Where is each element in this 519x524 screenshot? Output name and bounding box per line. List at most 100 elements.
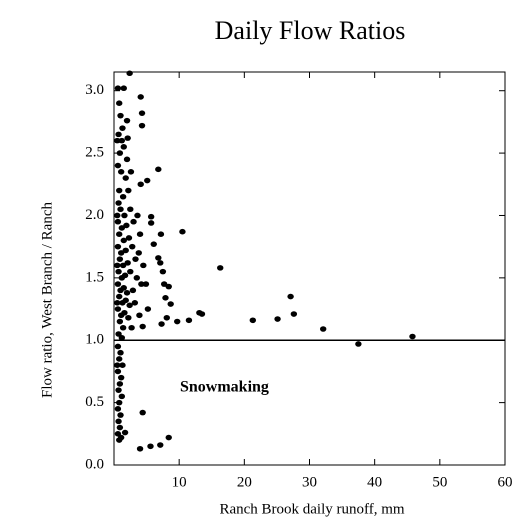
point xyxy=(157,442,164,448)
point xyxy=(116,399,123,406)
point xyxy=(138,122,146,129)
chart-title: Daily Flow Ratios xyxy=(215,16,406,45)
point xyxy=(144,177,151,184)
point xyxy=(147,220,155,226)
x-tick-label: 50 xyxy=(432,474,447,490)
point xyxy=(120,85,127,92)
point xyxy=(136,312,143,319)
point xyxy=(115,268,122,275)
point xyxy=(125,187,132,194)
point xyxy=(119,324,127,331)
point xyxy=(116,187,123,194)
point xyxy=(116,356,123,362)
point xyxy=(150,241,157,247)
point xyxy=(119,362,126,368)
y-tick-label: 2.5 xyxy=(85,145,104,161)
point xyxy=(116,437,123,443)
point xyxy=(116,150,124,156)
point xyxy=(122,297,129,304)
point xyxy=(139,409,146,416)
point xyxy=(144,306,152,312)
point xyxy=(121,272,129,279)
point xyxy=(157,260,164,266)
point xyxy=(118,393,126,400)
point xyxy=(140,262,147,269)
point xyxy=(121,309,128,316)
point xyxy=(122,175,129,181)
point xyxy=(409,333,416,340)
x-tick-label: 30 xyxy=(302,474,317,490)
point xyxy=(117,250,125,256)
point xyxy=(139,323,146,330)
point xyxy=(135,250,142,256)
point xyxy=(142,281,150,287)
point xyxy=(123,117,131,124)
point xyxy=(185,317,193,324)
point xyxy=(120,237,127,244)
point xyxy=(114,368,122,375)
point xyxy=(114,218,122,225)
point xyxy=(117,412,124,418)
point xyxy=(138,110,146,116)
point xyxy=(114,262,121,269)
point xyxy=(114,300,121,306)
point xyxy=(287,293,294,300)
point xyxy=(117,374,125,381)
point xyxy=(162,295,169,301)
point xyxy=(116,256,124,262)
point xyxy=(126,70,133,77)
point xyxy=(121,429,129,436)
plot-frame xyxy=(113,71,506,466)
point xyxy=(115,387,122,393)
point xyxy=(114,162,122,169)
x-tick-label: 20 xyxy=(237,474,252,490)
point xyxy=(160,281,168,287)
point xyxy=(116,318,124,325)
point xyxy=(127,206,134,213)
point xyxy=(115,131,122,138)
point xyxy=(159,268,167,275)
y-tick-label: 1.5 xyxy=(85,269,104,285)
point xyxy=(355,341,362,347)
y-tick-label: 2.0 xyxy=(85,207,104,223)
point xyxy=(129,287,137,294)
point xyxy=(125,314,132,321)
point xyxy=(147,213,155,220)
point xyxy=(117,349,124,356)
point xyxy=(119,125,126,131)
point xyxy=(117,112,124,119)
point xyxy=(114,212,121,219)
point xyxy=(114,362,121,368)
point xyxy=(131,300,139,306)
point xyxy=(165,434,172,441)
y-tick-label: 0.5 xyxy=(85,394,104,410)
point xyxy=(137,181,144,188)
point xyxy=(155,255,162,261)
point xyxy=(119,193,127,200)
point xyxy=(136,445,144,452)
point xyxy=(124,260,131,266)
point xyxy=(115,418,122,425)
point xyxy=(174,318,181,325)
point xyxy=(319,326,327,332)
point xyxy=(119,262,127,269)
point xyxy=(114,343,122,350)
x-tick-label: 60 xyxy=(498,474,513,490)
point xyxy=(165,283,172,290)
point xyxy=(127,268,134,275)
x-tick-label: 40 xyxy=(367,474,382,490)
point xyxy=(114,281,122,287)
point xyxy=(114,306,122,312)
y-tick-label: 3.0 xyxy=(85,82,104,98)
point xyxy=(123,222,130,229)
point xyxy=(114,137,121,144)
point xyxy=(249,317,257,324)
x-axis-label: Ranch Brook daily runoff, mm xyxy=(219,501,404,517)
point xyxy=(157,231,165,237)
point xyxy=(155,166,162,173)
point xyxy=(116,424,124,431)
point xyxy=(163,314,170,321)
point xyxy=(116,293,123,300)
point xyxy=(158,321,165,327)
point xyxy=(115,200,122,206)
